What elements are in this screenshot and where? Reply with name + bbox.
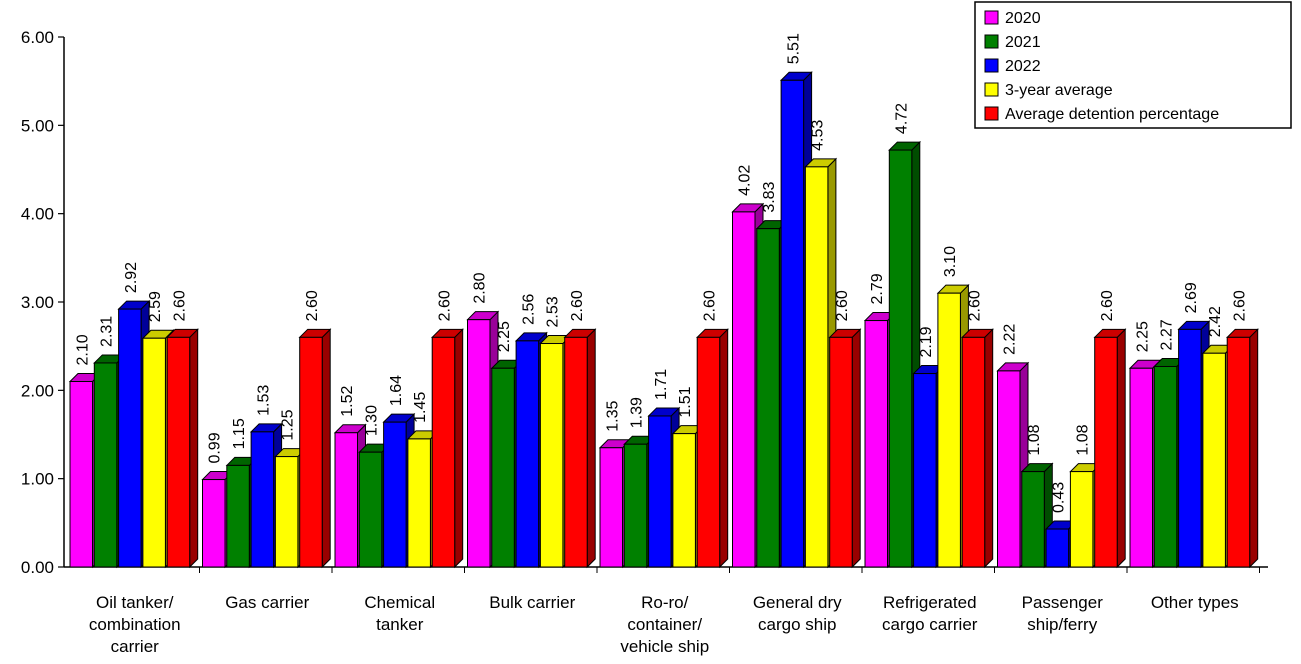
legend-swatch <box>984 58 999 73</box>
data-label: 2.92 <box>123 262 140 293</box>
bar <box>165 328 199 569</box>
y-tick-label: 6.00 <box>21 28 54 47</box>
data-label: 2.27 <box>1159 319 1176 350</box>
legend-label: 2022 <box>1005 58 1041 75</box>
data-label: 4.53 <box>810 120 827 151</box>
data-label: 2.19 <box>918 326 935 357</box>
data-label: 1.52 <box>339 385 356 416</box>
data-label: 2.60 <box>304 290 321 321</box>
x-category-label: Oil tanker/combination carrier <box>89 593 181 656</box>
x-category-label: Bulk carrier <box>489 593 575 612</box>
data-label: 2.31 <box>99 316 116 347</box>
data-label: 0.99 <box>207 432 224 463</box>
data-label: 1.15 <box>231 418 248 449</box>
data-label: 1.39 <box>629 397 646 428</box>
legend-swatch <box>984 106 999 121</box>
y-tick-label: 4.00 <box>21 205 54 224</box>
data-label: 4.72 <box>894 103 911 134</box>
bar <box>298 328 332 569</box>
data-label: 2.60 <box>171 290 188 321</box>
data-label: 2.53 <box>545 296 562 327</box>
data-label: 1.08 <box>1075 424 1092 455</box>
data-label: 2.60 <box>1099 290 1116 321</box>
data-label: 1.25 <box>280 409 297 440</box>
data-label: 1.64 <box>388 375 405 406</box>
data-label: 1.08 <box>1026 424 1043 455</box>
x-category-label: Gas carrier <box>225 593 309 612</box>
legend: 2020 2021 2022 3-year average Average detent… <box>974 1 1292 129</box>
data-labels: 2.10 0.99 1.52 2.80 1.35 4.02 2.79 2.22 2.25 2.31… <box>74 33 1248 513</box>
axes: 0.00 1.00 2.00 3.00 4.00 5.00 6.00 Oil tanker/c… <box>21 28 1268 656</box>
bar <box>1225 328 1259 569</box>
data-label: 4.02 <box>737 165 754 196</box>
x-category-label: Refrigerated cargo carrier <box>882 593 978 634</box>
data-label: 2.60 <box>834 290 851 321</box>
data-label: 2.59 <box>147 291 164 322</box>
data-label: 2.79 <box>869 273 886 304</box>
y-tick-label: 0.00 <box>21 558 54 577</box>
bar <box>960 328 994 569</box>
y-tick-label: 3.00 <box>21 293 54 312</box>
data-label: 1.51 <box>677 386 694 417</box>
data-label: 1.53 <box>255 385 272 416</box>
bar <box>828 328 862 569</box>
data-label: 2.10 <box>74 334 91 365</box>
data-label: 2.60 <box>966 290 983 321</box>
legend-label: Average detention percentage <box>1005 106 1219 123</box>
x-category-label: Other types <box>1151 593 1239 612</box>
data-label: 3.83 <box>761 181 778 212</box>
bar <box>430 328 464 569</box>
legend-label: 2020 <box>1005 10 1041 27</box>
data-label: 1.71 <box>653 369 670 400</box>
legend-swatch <box>984 82 999 97</box>
x-category-label: General dry cargo ship <box>753 593 842 634</box>
legend-label: 3-year average <box>1005 82 1113 99</box>
data-label: 5.51 <box>785 33 802 64</box>
data-label: 0.43 <box>1050 482 1067 513</box>
data-label: 2.80 <box>472 272 489 303</box>
y-tick-label: 5.00 <box>21 116 54 135</box>
data-label: 2.60 <box>436 290 453 321</box>
x-category-label: Passenger ship/ferry <box>1022 593 1104 634</box>
data-label: 2.25 <box>1134 321 1151 352</box>
bar <box>695 328 729 569</box>
data-label: 1.35 <box>604 401 621 432</box>
x-category-label: Chemical tanker <box>364 593 435 634</box>
bar <box>563 328 597 569</box>
x-category-label: Ro-ro/container/vehicle ship <box>620 593 709 656</box>
data-label: 2.60 <box>1231 290 1248 321</box>
data-label: 2.56 <box>520 294 537 325</box>
data-label: 2.25 <box>496 321 513 352</box>
data-label: 2.42 <box>1207 306 1224 337</box>
data-label: 2.69 <box>1183 282 1200 313</box>
data-label: 3.10 <box>942 246 959 277</box>
y-tick-label: 2.00 <box>21 381 54 400</box>
data-label: 2.60 <box>569 290 586 321</box>
data-label: 2.22 <box>1002 324 1019 355</box>
legend-box <box>974 1 1292 129</box>
legend-swatch <box>984 34 999 49</box>
bar <box>1093 328 1127 569</box>
data-label: 2.60 <box>701 290 718 321</box>
data-label: 1.45 <box>412 392 429 423</box>
bars <box>68 71 1259 569</box>
y-tick-label: 1.00 <box>21 470 54 489</box>
legend-label: 2021 <box>1005 34 1041 51</box>
legend-swatch <box>984 10 999 25</box>
data-label: 1.30 <box>364 405 381 436</box>
